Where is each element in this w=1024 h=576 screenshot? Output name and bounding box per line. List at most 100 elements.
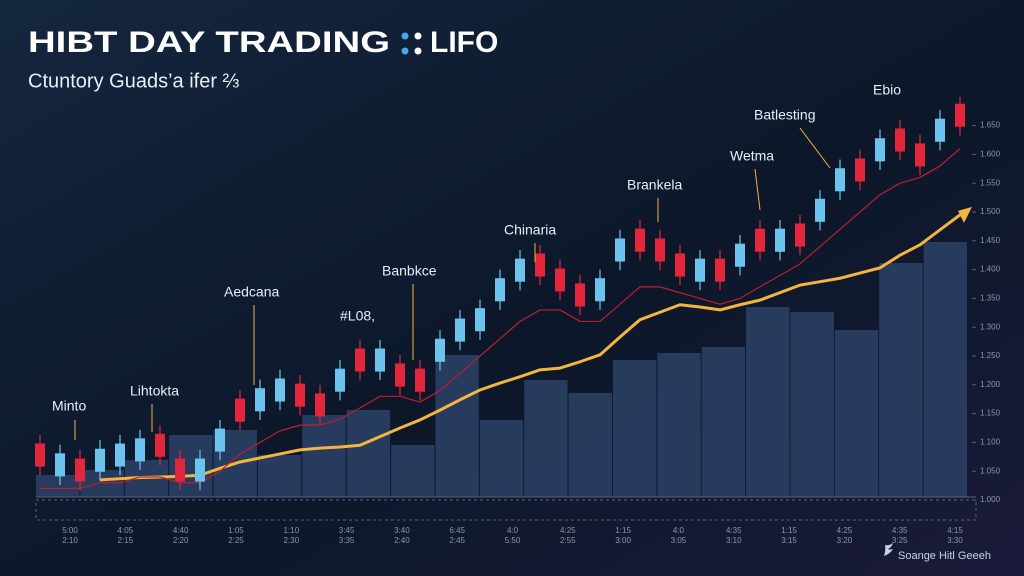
annotation: Chinaria bbox=[504, 222, 556, 238]
y-tick-label: 1.500 bbox=[980, 207, 1001, 216]
chart-title: HIBT DAY TRADING bbox=[28, 26, 390, 59]
x-tick-label: 4:35 bbox=[892, 526, 908, 535]
y-tick-label: 1.000 bbox=[980, 495, 1001, 504]
annotation: #L08, bbox=[340, 308, 375, 324]
candle-body bbox=[595, 278, 605, 302]
line-layer bbox=[40, 148, 972, 490]
x-tick-label: 6:45 bbox=[449, 526, 465, 535]
candle-body bbox=[515, 258, 525, 282]
candle-body bbox=[575, 283, 585, 307]
volume-bar bbox=[391, 445, 435, 497]
candle-body bbox=[795, 223, 805, 247]
x-tick-label: 2:15 bbox=[118, 536, 134, 545]
line-series bbox=[99, 213, 961, 482]
volume-bar bbox=[524, 380, 568, 497]
x-tick-label: 3:10 bbox=[726, 536, 742, 545]
volume-bar bbox=[257, 455, 302, 497]
axis-band bbox=[35, 499, 977, 521]
y-tick-label: 1.350 bbox=[980, 294, 1001, 303]
volume-bar bbox=[834, 330, 879, 497]
y-tick-label: 1.100 bbox=[980, 438, 1001, 447]
candle-body bbox=[935, 118, 945, 142]
candle-body bbox=[295, 383, 305, 407]
x-tick-label: 2:10 bbox=[62, 536, 78, 545]
annotations: Minto Lihtokta Aedcana #L08, Banbkce Chi… bbox=[52, 82, 901, 440]
watermark-text: Soange Hitl Geeeh bbox=[898, 550, 991, 562]
x-tick-label: 3:20 bbox=[837, 536, 853, 545]
volume-bar bbox=[80, 470, 124, 497]
x-tick-label: 2:55 bbox=[560, 536, 576, 545]
x-tick-label: 1:05 bbox=[228, 526, 244, 535]
candle-body bbox=[95, 448, 105, 472]
candle-body bbox=[855, 158, 865, 182]
candle-body bbox=[675, 253, 685, 277]
x-tick-label: 4:05 bbox=[118, 526, 134, 535]
candle-layer bbox=[35, 96, 965, 491]
candle-body bbox=[355, 348, 365, 372]
x-tick-label: 2:30 bbox=[283, 536, 299, 545]
annotation: Batlesting bbox=[754, 107, 815, 123]
candle-body bbox=[655, 238, 665, 262]
candle-body bbox=[755, 228, 765, 252]
title-icon bbox=[401, 32, 422, 55]
x-tick-label: 4:0 bbox=[673, 526, 685, 535]
x-tick-label: 4:0 bbox=[507, 526, 519, 535]
candle-body bbox=[635, 228, 645, 252]
candle-body bbox=[195, 458, 205, 482]
y-tick-label: 1.150 bbox=[980, 409, 1001, 418]
x-tick-label: 4:25 bbox=[560, 526, 576, 535]
x-tick-label: 1:15 bbox=[615, 526, 631, 535]
candle-body bbox=[155, 433, 165, 457]
candle-body bbox=[555, 268, 565, 292]
annotation: Brankela bbox=[627, 177, 682, 193]
candle-body bbox=[815, 198, 825, 222]
candle-body bbox=[215, 428, 225, 452]
candle-body bbox=[895, 128, 905, 152]
candle-body bbox=[835, 168, 845, 192]
x-tick-label: 3:15 bbox=[781, 536, 797, 545]
candle-body bbox=[915, 143, 925, 167]
x-tick-label: 3:35 bbox=[339, 536, 355, 545]
chart-title-tag: LIFO bbox=[430, 26, 498, 59]
volume-bar bbox=[701, 347, 746, 497]
candle-body bbox=[255, 388, 265, 412]
candle-body bbox=[335, 368, 345, 392]
x-tick-label: 4:35 bbox=[726, 526, 742, 535]
volume-bar bbox=[568, 393, 612, 497]
annotation: Lihtokta bbox=[130, 383, 179, 399]
y-tick-label: 1.400 bbox=[980, 265, 1001, 274]
x-tick-label: 2:20 bbox=[173, 536, 189, 545]
annotation: Banbkce bbox=[382, 263, 437, 279]
candle-body bbox=[235, 398, 245, 422]
candle-body bbox=[35, 443, 45, 467]
candle-body bbox=[715, 258, 725, 282]
candle-body bbox=[115, 443, 125, 467]
x-tick-label: 1:15 bbox=[781, 526, 797, 535]
x-tick-label: 2:45 bbox=[449, 536, 465, 545]
y-tick-label: 1.650 bbox=[980, 121, 1001, 130]
x-tick-label: 3:40 bbox=[394, 526, 410, 535]
volume-bar bbox=[657, 353, 701, 497]
candle-body bbox=[175, 458, 185, 482]
volume-bar bbox=[746, 307, 790, 497]
volume-bar bbox=[612, 360, 657, 497]
candle-body bbox=[415, 368, 425, 392]
volume-bar bbox=[435, 355, 479, 497]
volume-bar bbox=[302, 415, 346, 497]
candle-body bbox=[455, 318, 465, 342]
candle-body bbox=[275, 378, 285, 402]
candle-body bbox=[75, 458, 85, 482]
x-tick-label: 4:15 bbox=[947, 526, 963, 535]
y-tick-label: 1.050 bbox=[980, 466, 1001, 475]
candle-body bbox=[875, 138, 885, 162]
annotation: Minto bbox=[52, 398, 86, 414]
candle-body bbox=[495, 278, 505, 302]
volume-bar bbox=[346, 410, 391, 497]
candle-body bbox=[535, 253, 545, 277]
volume-bar bbox=[790, 312, 834, 497]
candle-body bbox=[395, 363, 405, 387]
x-tick-label: 4:40 bbox=[173, 526, 189, 535]
y-tick-label: 1.200 bbox=[980, 380, 1001, 389]
y-tick-label: 1.300 bbox=[980, 322, 1001, 331]
